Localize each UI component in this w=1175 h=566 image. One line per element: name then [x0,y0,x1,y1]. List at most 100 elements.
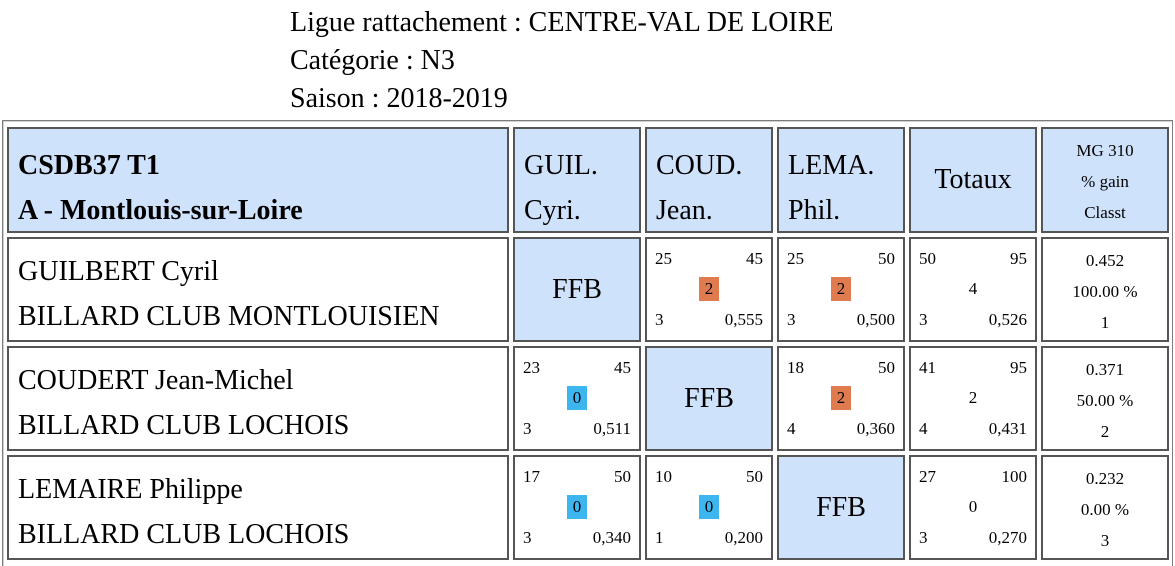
match-moyenne: 0,511 [593,419,631,438]
classt-value: 3 [1100,531,1110,550]
match-points-badge: 0 [567,495,587,519]
match-moyenne: 0,200 [724,528,763,547]
match-cell: 25 45 2 3 0,555 [645,237,773,342]
match-points-badge: 0 [567,386,587,410]
match-distance: 45 [746,249,763,268]
match-distance: 50 [878,249,895,268]
total-cell: 27 100 0 3 0,270 [909,455,1037,560]
results-table-frame [2,120,1173,566]
player-name: GUILBERT Cyril [18,256,219,287]
total-moyenne: 0,431 [988,419,1027,438]
match-points: 23 [523,358,540,377]
gain-header-label: % gain [1081,172,1129,191]
total-distance: 95 [1010,249,1027,268]
player-cell: COUDERT Jean-Michel BILLARD CLUB LOCHOIS [7,346,509,451]
total-cell: 41 95 2 4 0,431 [909,346,1037,451]
column-header-cell: LEMA. Phil. [777,127,905,233]
totaux-header: Totaux [934,164,1012,195]
categorie-line: Catégorie : N3 [290,45,455,76]
match-points-badge: 2 [831,386,851,410]
column-header-line2: Cyri. [524,195,581,226]
match-reprises: 3 [523,528,532,547]
column-header-cell: COUD. Jean. [645,127,773,233]
match-distance: 45 [614,358,631,377]
match-reprises: 4 [787,419,796,438]
match-reprises: 3 [655,310,664,329]
column-header-line2: Jean. [656,195,713,226]
page-header: Ligue rattachement : CENTRE-VAL DE LOIRE… [290,4,834,118]
match-cell: 17 50 0 3 0,340 [513,455,641,560]
match-points: 25 [655,249,672,268]
ffb-label: FFB [816,491,866,523]
match-moyenne: 0,360 [856,419,895,438]
total-points: 27 [919,467,936,486]
match-cell: 10 50 0 1 0,200 [645,455,773,560]
player-club: BILLARD CLUB LOCHOIS [18,410,350,441]
match-points: 18 [787,358,804,377]
team-code: CSDB37 T1 [18,150,160,181]
mg-value: 0.232 [1085,469,1125,488]
total-points: 50 [919,249,936,268]
match-cell: 18 50 2 4 0,360 [777,346,905,451]
total-distance: 95 [1010,358,1027,377]
total-moyenne: 0,526 [988,310,1027,329]
match-points-badge: 0 [699,495,719,519]
stats-cell: 0.232 0.00 % 3 [1041,455,1169,560]
column-header-line1: GUIL. [524,150,598,181]
player-club: BILLARD CLUB LOCHOIS [18,519,350,550]
column-header-line1: LEMA. [788,150,875,181]
total-match-points: 2 [968,388,978,407]
total-points: 41 [919,358,936,377]
match-moyenne: 0,555 [724,310,763,329]
ffb-label: FFB [684,382,734,414]
match-points-badge: 2 [699,277,719,301]
saison-line: Saison : 2018-2019 [290,83,508,114]
match-distance: 50 [878,358,895,377]
team-header-cell: CSDB37 T1 A - Montlouis-sur-Loire [7,127,509,233]
stats-cell: 0.452 100.00 % 1 [1041,237,1169,342]
classt-header-label: Classt [1084,203,1126,222]
match-points: 17 [523,467,540,486]
match-moyenne: 0,340 [592,528,631,547]
match-distance: 50 [746,467,763,486]
total-distance: 100 [1001,467,1028,486]
classt-value: 1 [1100,313,1110,332]
self-match-cell: FFB [777,455,905,560]
mg-value: 0.371 [1085,360,1125,379]
self-match-cell: FFB [645,346,773,451]
total-reprises: 3 [919,310,928,329]
player-name: LEMAIRE Philippe [18,474,243,505]
column-header-line2: Phil. [788,195,841,226]
match-reprises: 1 [655,528,664,547]
totaux-header-cell: Totaux [909,127,1037,233]
total-match-points: 0 [968,497,978,516]
mg-header-cell: MG 310 % gain Classt [1041,127,1169,233]
total-cell: 50 95 4 3 0,526 [909,237,1037,342]
column-header-cell: GUIL. Cyri. [513,127,641,233]
gain-value: 0.00 % [1080,500,1130,519]
mg-header-label: MG 310 [1076,141,1134,160]
classt-value: 2 [1100,422,1110,441]
player-cell: GUILBERT Cyril BILLARD CLUB MONTLOUISIEN [7,237,509,342]
match-reprises: 3 [787,310,796,329]
match-distance: 50 [614,467,631,486]
match-moyenne: 0,500 [856,310,895,329]
player-club: BILLARD CLUB MONTLOUISIEN [18,301,440,332]
player-name: COUDERT Jean-Michel [18,365,294,396]
total-reprises: 3 [919,528,928,547]
ligue-line: Ligue rattachement : CENTRE-VAL DE LOIRE [290,7,834,38]
mg-value: 0.452 [1085,251,1125,270]
gain-value: 100.00 % [1072,282,1138,301]
match-cell: 23 45 0 3 0,511 [513,346,641,451]
match-points: 10 [655,467,672,486]
total-reprises: 4 [919,419,928,438]
match-reprises: 3 [523,419,532,438]
column-header-line1: COUD. [656,150,743,181]
match-points-badge: 2 [831,277,851,301]
match-points: 25 [787,249,804,268]
stats-cell: 0.371 50.00 % 2 [1041,346,1169,451]
total-moyenne: 0,270 [988,528,1027,547]
gain-value: 50.00 % [1076,391,1134,410]
team-group: A - Montlouis-sur-Loire [18,195,303,226]
total-match-points: 4 [968,279,978,298]
